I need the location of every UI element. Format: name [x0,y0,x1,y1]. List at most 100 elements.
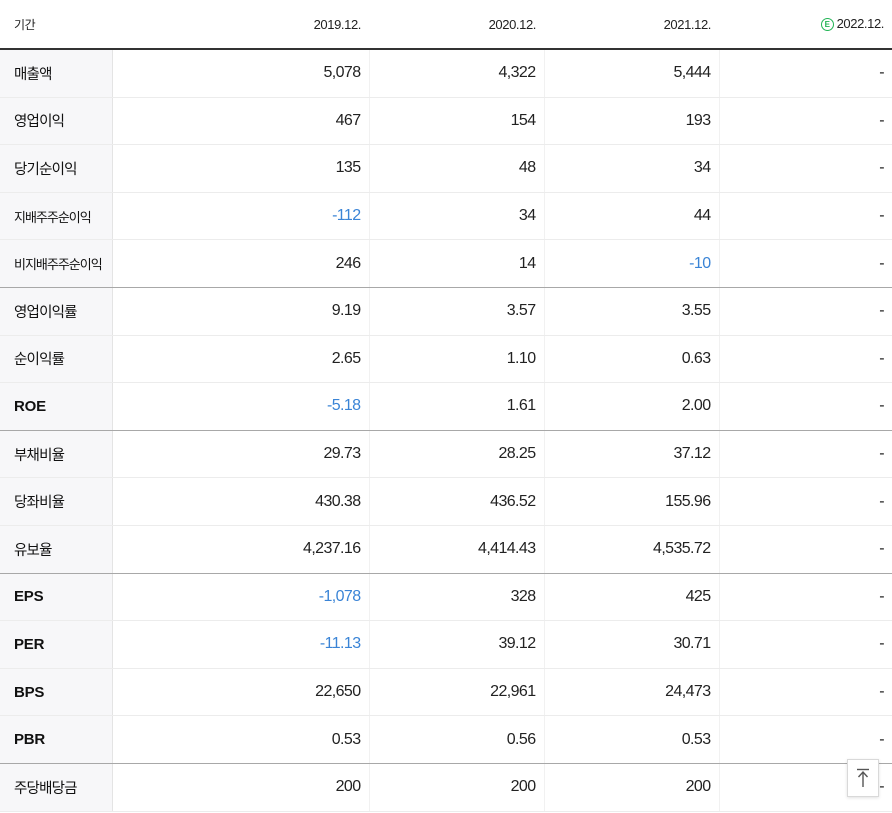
row-label: 순이익률 [0,335,113,384]
cell-value: - [719,97,892,146]
cell-value: - [719,335,892,384]
row-label: 영업이익 [0,97,113,146]
row-label: 당좌비율 [0,477,113,526]
cell-value: -112 [112,192,370,241]
cell-value: -5.18 [112,382,370,431]
cell-value: 0.53 [544,715,720,764]
cell-value: 200 [369,763,545,812]
cell-value: 14 [369,239,545,288]
cell-value: - [719,668,892,717]
cell-value: 4,414.43 [369,525,545,574]
row-label: 매출액 [0,49,113,98]
table-body: 매출액 5,078 4,322 5,444 - 영업이익 467 154 193… [0,49,892,812]
cell-value: -11.13 [112,620,370,669]
cell-value: 155.96 [544,477,720,526]
cell-value: 1.61 [369,382,545,431]
table-row: 지배주주순이익 -112 34 44 - [0,192,892,241]
column-header-2020: 2020.12. [369,0,544,50]
column-header-2019: 2019.12. [112,0,369,50]
cell-value: - [719,144,892,193]
row-label: 유보율 [0,525,113,574]
cell-value: 154 [369,97,545,146]
cell-value: 3.55 [544,287,720,336]
table-row: 주당배당금 200 200 200 - [0,763,892,812]
cell-value: - [719,477,892,526]
cell-value: 0.63 [544,335,720,384]
cell-value: 39.12 [369,620,545,669]
column-header-2022: E 2022.12. [719,0,892,50]
scroll-to-top-button[interactable] [847,759,879,797]
cell-value: 37.12 [544,430,720,479]
column-header-2021: 2021.12. [544,0,719,50]
cell-value: 5,444 [544,49,720,98]
cell-value: 34 [369,192,545,241]
cell-value: 9.19 [112,287,370,336]
row-label: PBR [0,715,113,764]
table-row: 매출액 5,078 4,322 5,444 - [0,49,892,98]
cell-value: - [719,287,892,336]
cell-value: 4,237.16 [112,525,370,574]
row-label: 영업이익률 [0,287,113,336]
cell-value: 29.73 [112,430,370,479]
cell-value: 246 [112,239,370,288]
table-row: 당기순이익 135 48 34 - [0,144,892,193]
table-row: PER -11.13 39.12 30.71 - [0,620,892,669]
row-label: PER [0,620,113,669]
table-row: 당좌비율 430.38 436.52 155.96 - [0,477,892,526]
period-header: 기간 [0,0,112,50]
cell-value: 28.25 [369,430,545,479]
table-row: 영업이익 467 154 193 - [0,97,892,146]
cell-value: 430.38 [112,477,370,526]
row-label: 주당배당금 [0,763,113,812]
cell-value: 135 [112,144,370,193]
table-row: ROE -5.18 1.61 2.00 - [0,382,892,431]
row-label: EPS [0,573,113,622]
table-row: 순이익률 2.65 1.10 0.63 - [0,335,892,384]
header-row: 기간 2019.12. 2020.12. 2021.12. E 2022.12. [0,0,892,50]
cell-value: - [719,715,892,764]
cell-value: 467 [112,97,370,146]
table-row: BPS 22,650 22,961 24,473 - [0,668,892,717]
cell-value: 200 [544,763,720,812]
cell-value: -10 [544,239,720,288]
cell-value: 34 [544,144,720,193]
table-row: 영업이익률 9.19 3.57 3.55 - [0,287,892,336]
cell-value: - [719,573,892,622]
cell-value: 2.00 [544,382,720,431]
cell-value: 200 [112,763,370,812]
cell-value: - [719,525,892,574]
arrow-up-to-top-icon [857,768,869,787]
cell-value: 5,078 [112,49,370,98]
cell-value: 22,961 [369,668,545,717]
cell-value: 4,535.72 [544,525,720,574]
cell-value: 30.71 [544,620,720,669]
cell-value: - [719,620,892,669]
table-row: 유보율 4,237.16 4,414.43 4,535.72 - [0,525,892,574]
row-label: 당기순이익 [0,144,113,193]
cell-value: - [719,49,892,98]
cell-value: 2.65 [112,335,370,384]
cell-value: - [719,430,892,479]
row-label: 비지배주주순이익 [0,239,113,288]
table-row: 부채비율 29.73 28.25 37.12 - [0,430,892,479]
cell-value: 328 [369,573,545,622]
row-label: ROE [0,382,113,431]
cell-value: - [719,382,892,431]
cell-value: 1.10 [369,335,545,384]
cell-value: 436.52 [369,477,545,526]
row-label: BPS [0,668,113,717]
table-row: PBR 0.53 0.56 0.53 - [0,715,892,764]
cell-value: 48 [369,144,545,193]
row-label: 부채비율 [0,430,113,479]
cell-value: 24,473 [544,668,720,717]
cell-value: 0.56 [369,715,545,764]
cell-value: - [719,192,892,241]
estimate-badge-icon: E [820,17,834,31]
row-label: 지배주주순이익 [0,192,113,241]
table-row: EPS -1,078 328 425 - [0,573,892,622]
cell-value: 3.57 [369,287,545,336]
cell-value: 193 [544,97,720,146]
table-row: 비지배주주순이익 246 14 -10 - [0,239,892,288]
column-header-2022-label: 2022.12. [836,16,885,32]
